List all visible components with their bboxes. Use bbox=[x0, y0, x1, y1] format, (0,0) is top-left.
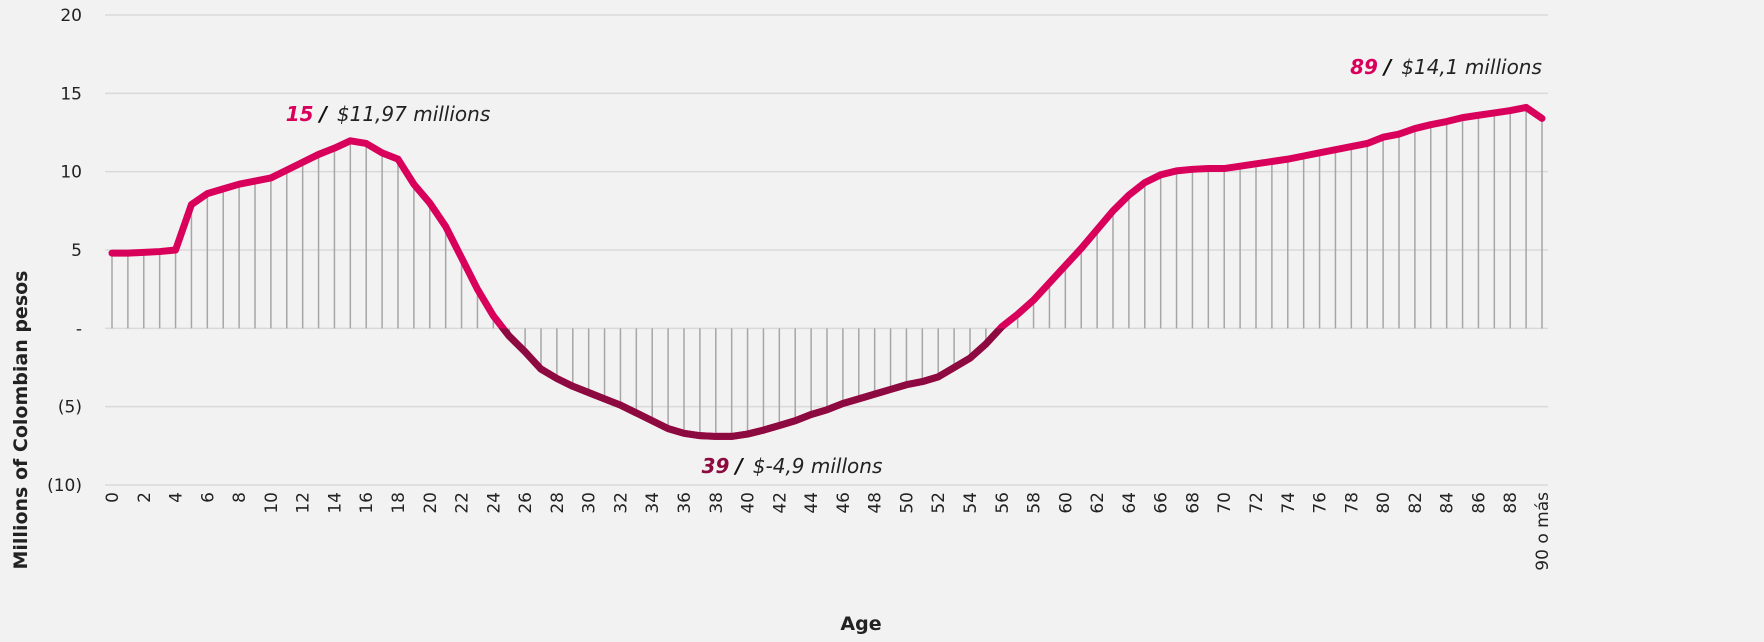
x-tick-label: 50 bbox=[897, 492, 917, 514]
x-tick-label: 44 bbox=[802, 492, 822, 514]
x-tick-label: 30 bbox=[580, 492, 600, 514]
x-tick-label: 80 bbox=[1374, 492, 1394, 514]
x-axis-label: Age bbox=[840, 613, 881, 635]
x-tick-label: 22 bbox=[453, 492, 473, 514]
y-tick-label: 5 bbox=[71, 241, 82, 261]
y-tick-label: 10 bbox=[60, 163, 82, 183]
x-tick-label: 0 bbox=[103, 492, 123, 503]
x-tick-label: 32 bbox=[611, 492, 631, 514]
annotation-text: $-4,9 millons bbox=[753, 454, 883, 478]
x-tick-label: 60 bbox=[1056, 492, 1076, 514]
x-tick-label: 54 bbox=[961, 492, 981, 514]
x-tick-label: 28 bbox=[548, 492, 568, 514]
x-tick-label: 38 bbox=[707, 492, 727, 514]
y-axis-label: Millions of Colombian pesos bbox=[10, 271, 32, 570]
x-tick-label: 56 bbox=[993, 492, 1013, 514]
annotation-age: 89 bbox=[1350, 55, 1378, 79]
annotation-separator: / bbox=[1382, 55, 1393, 79]
x-tick-label: 90 o más bbox=[1533, 492, 1553, 571]
x-tick-label: 20 bbox=[421, 492, 441, 514]
x-tick-label: 62 bbox=[1088, 492, 1108, 514]
x-tick-label: 74 bbox=[1279, 492, 1299, 514]
x-tick-label: 36 bbox=[675, 492, 695, 514]
x-tick-label: 66 bbox=[1152, 492, 1172, 514]
x-tick-label: 4 bbox=[167, 492, 187, 503]
annotation: 89/ $14,1 millions bbox=[1350, 55, 1542, 79]
x-tick-label: 76 bbox=[1311, 492, 1331, 514]
x-tick-label: 26 bbox=[516, 492, 536, 514]
x-tick-label: 6 bbox=[198, 492, 218, 503]
annotation-age: 39 bbox=[702, 454, 730, 478]
y-tick-label: 15 bbox=[60, 84, 82, 104]
y-tick-label: 20 bbox=[60, 6, 82, 26]
line-negative bbox=[498, 328, 1006, 440]
annotation-separator: / bbox=[318, 102, 329, 126]
x-tick-label: 68 bbox=[1183, 492, 1203, 514]
x-tick-label: 42 bbox=[770, 492, 790, 514]
x-tick-label: 72 bbox=[1247, 492, 1267, 514]
x-tick-label: 14 bbox=[325, 492, 345, 514]
annotation: 39/ $-4,9 millons bbox=[702, 454, 883, 478]
y-tick-label: - bbox=[76, 319, 82, 339]
x-tick-label: 34 bbox=[643, 492, 663, 514]
x-tick-label: 10 bbox=[262, 492, 282, 514]
annotation-age: 15 bbox=[286, 102, 314, 126]
x-tick-label: 86 bbox=[1469, 492, 1489, 514]
x-tick-label: 12 bbox=[294, 492, 314, 514]
x-tick-label: 70 bbox=[1215, 492, 1235, 514]
annotation-text: $11,97 millions bbox=[337, 102, 490, 126]
annotation: 15/ $11,97 millions bbox=[286, 102, 491, 126]
x-tick-label: 84 bbox=[1438, 492, 1458, 514]
x-tick-label: 2 bbox=[135, 492, 155, 503]
x-tick-label: 40 bbox=[739, 492, 759, 514]
x-tick-label: 58 bbox=[1025, 492, 1045, 514]
x-tick-label: 78 bbox=[1342, 492, 1362, 514]
x-tick-label: 82 bbox=[1406, 492, 1426, 514]
y-tick-label: (10) bbox=[47, 476, 82, 496]
x-tick-label: 88 bbox=[1501, 492, 1521, 514]
x-tick-label: 16 bbox=[357, 492, 377, 514]
x-tick-label: 18 bbox=[389, 492, 409, 514]
x-tick-label: 46 bbox=[834, 492, 854, 514]
annotation-text: $14,1 millions bbox=[1401, 55, 1542, 79]
x-tick-label: 8 bbox=[230, 492, 250, 503]
x-tick-label: 52 bbox=[929, 492, 949, 514]
annotation-separator: / bbox=[733, 454, 744, 478]
x-tick-label: 48 bbox=[866, 492, 886, 514]
y-tick-label: (5) bbox=[58, 398, 82, 418]
x-tick-label: 24 bbox=[484, 492, 504, 514]
x-tick-label: 64 bbox=[1120, 492, 1140, 514]
